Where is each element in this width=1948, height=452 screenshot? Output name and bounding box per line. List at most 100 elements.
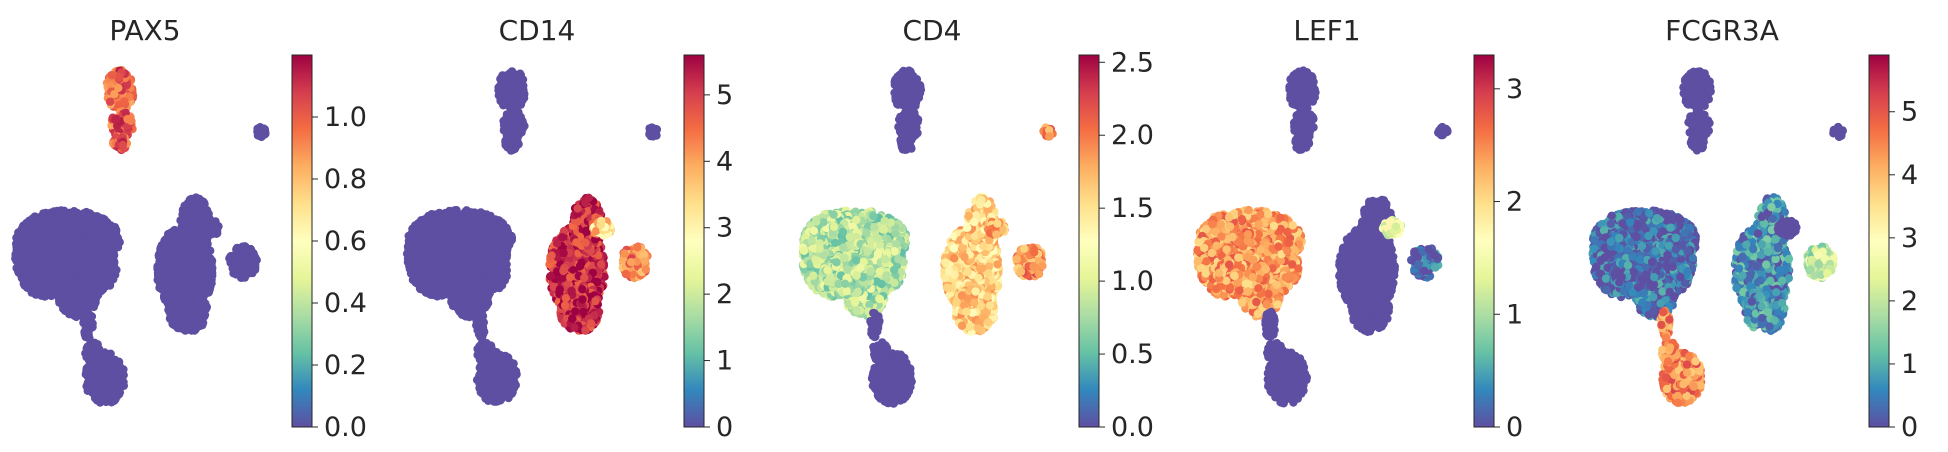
cell-point bbox=[103, 357, 112, 366]
cell-point bbox=[74, 263, 84, 273]
cell-point bbox=[22, 232, 31, 241]
cell-point bbox=[260, 130, 269, 139]
cell-point bbox=[190, 326, 199, 335]
cell-point bbox=[105, 247, 115, 256]
cell-point bbox=[11, 254, 20, 263]
cell-point bbox=[86, 356, 96, 365]
panel-title: PAX5 bbox=[109, 14, 180, 47]
cell-point bbox=[60, 220, 69, 229]
cell-point bbox=[92, 245, 102, 255]
cell-point bbox=[110, 223, 120, 232]
cell-point bbox=[179, 211, 189, 220]
cell-point bbox=[240, 242, 249, 251]
cell-point bbox=[46, 259, 55, 268]
cell-point bbox=[14, 267, 23, 277]
cell-point bbox=[113, 378, 122, 387]
cell-point bbox=[114, 72, 124, 82]
cell-point bbox=[238, 264, 248, 274]
colorbar-tick-label: 0.4 bbox=[324, 288, 367, 319]
cell-point bbox=[79, 209, 89, 218]
cell-point bbox=[90, 282, 100, 292]
cell-point bbox=[230, 257, 239, 266]
cell-point bbox=[198, 239, 208, 248]
cell-point bbox=[46, 288, 56, 297]
cell-point bbox=[30, 239, 39, 248]
panel-title: CD14 bbox=[499, 14, 576, 47]
colorbar bbox=[291, 54, 313, 428]
cell-point bbox=[43, 213, 53, 223]
cell-point bbox=[97, 235, 106, 244]
cell-point bbox=[198, 279, 208, 288]
cell-point bbox=[153, 264, 162, 273]
cell-point bbox=[81, 326, 90, 335]
cell-point bbox=[61, 289, 70, 298]
cell-point bbox=[200, 300, 209, 309]
cell-point bbox=[59, 303, 69, 312]
cell-point bbox=[185, 284, 194, 293]
cell-point bbox=[103, 273, 112, 282]
cell-point bbox=[99, 368, 108, 377]
cell-point bbox=[123, 114, 132, 124]
cell-point bbox=[175, 290, 184, 300]
cell-point bbox=[200, 312, 209, 321]
cell-point bbox=[170, 234, 179, 243]
colorbar-tick-label: 0.6 bbox=[324, 226, 367, 257]
cell-point bbox=[164, 283, 173, 292]
cell-point bbox=[177, 228, 186, 237]
cell-point bbox=[93, 350, 102, 359]
cell-point bbox=[42, 236, 51, 245]
cell-point bbox=[188, 314, 198, 323]
cell-point bbox=[84, 236, 94, 245]
cell-point bbox=[66, 210, 76, 219]
cell-point bbox=[178, 218, 187, 228]
cell-point bbox=[195, 197, 204, 206]
cell-point bbox=[110, 389, 120, 398]
cell-point bbox=[98, 257, 107, 266]
cell-point bbox=[105, 349, 115, 359]
cell-point bbox=[118, 140, 128, 150]
cell-point bbox=[60, 273, 70, 282]
cell-point bbox=[101, 395, 110, 405]
cell-point bbox=[88, 319, 97, 328]
cell-point bbox=[168, 307, 177, 317]
cell-point bbox=[154, 251, 163, 260]
umap-points bbox=[402, 67, 661, 406]
cell-point bbox=[201, 259, 210, 268]
cell-point bbox=[90, 341, 99, 351]
cell-point bbox=[28, 214, 37, 223]
cell-point bbox=[114, 83, 123, 93]
colorbar-tick-label: 1.0 bbox=[324, 102, 367, 133]
cell-point bbox=[90, 257, 100, 267]
cell-point bbox=[28, 223, 37, 232]
cell-point bbox=[75, 226, 84, 235]
cell-point bbox=[180, 201, 189, 211]
cell-point bbox=[68, 302, 77, 311]
cell-point bbox=[107, 71, 117, 80]
cell-point bbox=[160, 243, 169, 253]
cell-point bbox=[103, 218, 112, 227]
cell-point bbox=[188, 202, 198, 212]
cell-point bbox=[107, 260, 117, 269]
cell-point bbox=[111, 115, 120, 124]
colorbar-tick-label: 0.2 bbox=[324, 350, 367, 381]
cell-point bbox=[191, 244, 201, 254]
cell-point bbox=[245, 256, 254, 265]
cell-point bbox=[51, 280, 61, 289]
cell-point bbox=[116, 363, 125, 372]
cell-point bbox=[181, 273, 190, 283]
cell-point bbox=[196, 224, 206, 233]
cell-point bbox=[80, 293, 90, 303]
cell-point bbox=[65, 280, 74, 290]
cell-point bbox=[168, 319, 177, 328]
cell-point bbox=[96, 223, 106, 233]
cell-point bbox=[39, 245, 48, 255]
cell-point bbox=[105, 97, 115, 106]
cell-point bbox=[186, 263, 195, 272]
cell-point bbox=[171, 263, 181, 272]
cell-point bbox=[59, 231, 69, 241]
cell-point bbox=[83, 386, 92, 395]
cell-point bbox=[120, 97, 129, 106]
